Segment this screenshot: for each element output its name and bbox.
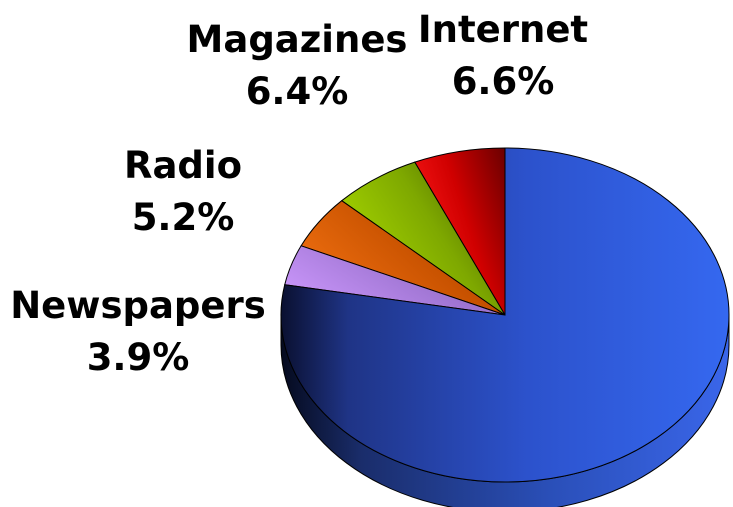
label-radio: Radio — [124, 144, 242, 187]
value-radio: 5.2% — [132, 196, 235, 239]
label-internet: Internet — [418, 8, 588, 51]
label-newspapers: Newspapers — [10, 284, 266, 327]
value-magazines: 6.4% — [246, 70, 349, 113]
slice-other — [280, 147, 730, 483]
label-magazines: Magazines — [187, 18, 408, 61]
value-newspapers: 3.9% — [87, 336, 190, 379]
value-internet: 6.6% — [452, 60, 555, 103]
